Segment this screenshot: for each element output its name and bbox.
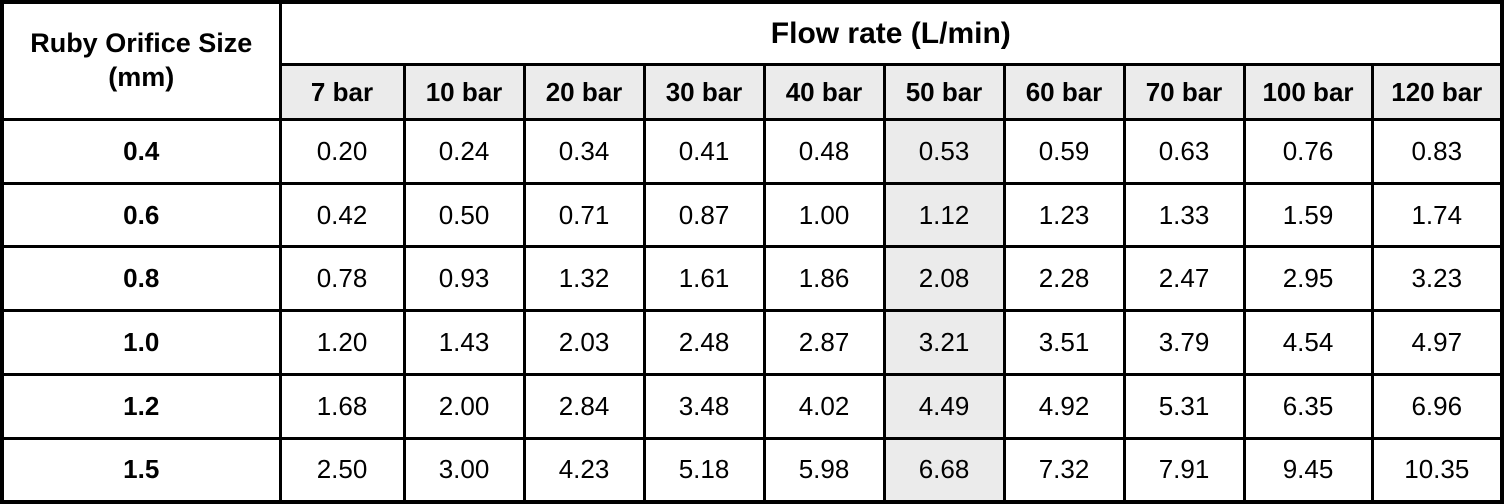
- flow-value-cell: 2.95: [1242, 245, 1374, 313]
- orifice-size-cell: 1.0: [0, 309, 282, 376]
- flow-value-cell: 5.98: [762, 436, 886, 504]
- pressure-header-40bar: 40 bar: [762, 63, 886, 121]
- flow-value-cell: 1.59: [1242, 181, 1374, 249]
- flow-value-cell-highlighted: 4.49: [882, 372, 1006, 440]
- flow-value-cell: 0.87: [642, 181, 766, 249]
- flow-value-cell: 7.91: [1122, 436, 1246, 504]
- flow-value-cell: 3.51: [1002, 309, 1126, 376]
- flow-value-cell: 0.48: [762, 117, 886, 185]
- flow-value-cell: 0.59: [1002, 117, 1126, 185]
- flow-value-cell: 1.68: [278, 372, 406, 440]
- table-row: 1.2 1.68 2.00 2.84 3.48 4.02 4.49 4.92 5…: [0, 372, 1504, 440]
- flow-value-cell: 0.71: [522, 181, 646, 249]
- table-row: 0.8 0.78 0.93 1.32 1.61 1.86 2.08 2.28 2…: [0, 245, 1504, 313]
- flow-value-cell: 0.41: [642, 117, 766, 185]
- flow-value-cell: 2.50: [278, 436, 406, 504]
- flow-value-cell: 2.00: [402, 372, 526, 440]
- pressure-header-10bar: 10 bar: [402, 63, 526, 121]
- flow-value-cell: 3.00: [402, 436, 526, 504]
- table-row: 1.5 2.50 3.00 4.23 5.18 5.98 6.68 7.32 7…: [0, 436, 1504, 504]
- pressure-header-120bar: 120 bar: [1370, 63, 1504, 121]
- flow-value-cell: 0.78: [278, 245, 406, 313]
- corner-header: Ruby Orifice Size (mm): [0, 0, 282, 121]
- flow-value-cell: 4.02: [762, 372, 886, 440]
- pressure-header-70bar: 70 bar: [1122, 63, 1246, 121]
- corner-header-line2: (mm): [108, 61, 175, 92]
- flow-value-cell: 1.23: [1002, 181, 1126, 249]
- table-row: 0.4 0.20 0.24 0.34 0.41 0.48 0.53 0.59 0…: [0, 117, 1504, 185]
- flow-value-cell: 3.23: [1370, 245, 1504, 313]
- flow-value-cell: 0.34: [522, 117, 646, 185]
- flow-value-cell: 2.48: [642, 309, 766, 376]
- flow-value-cell: 2.87: [762, 309, 886, 376]
- flow-value-cell: 3.48: [642, 372, 766, 440]
- flow-value-cell: 5.31: [1122, 372, 1246, 440]
- orifice-size-cell: 1.5: [0, 436, 282, 504]
- pressure-header-20bar: 20 bar: [522, 63, 646, 121]
- flow-value-cell: 1.74: [1370, 181, 1504, 249]
- flow-value-cell: 10.35: [1370, 436, 1504, 504]
- table-header-row: Ruby Orifice Size (mm) Flow rate (L/min): [0, 0, 1504, 121]
- orifice-size-cell: 0.4: [0, 117, 282, 185]
- flow-value-cell: 0.50: [402, 181, 526, 249]
- orifice-size-cell: 0.8: [0, 245, 282, 313]
- flow-value-cell: 4.92: [1002, 372, 1126, 440]
- flow-value-cell: 0.20: [278, 117, 406, 185]
- flow-value-cell: 1.33: [1122, 181, 1246, 249]
- flow-value-cell: 1.32: [522, 245, 646, 313]
- flow-value-cell: 0.24: [402, 117, 526, 185]
- flow-value-cell: 2.47: [1122, 245, 1246, 313]
- flow-value-cell: 2.28: [1002, 245, 1126, 313]
- flow-value-cell: 4.54: [1242, 309, 1374, 376]
- corner-header-line1: Ruby Orifice Size: [30, 28, 253, 59]
- flow-value-cell-highlighted: 0.53: [882, 117, 1006, 185]
- flow-value-cell-highlighted: 3.21: [882, 309, 1006, 376]
- pressure-header-row: 7 bar 10 bar 20 bar 30 bar 40 bar 50 bar…: [2, 63, 1504, 121]
- orifice-size-cell: 1.2: [0, 372, 282, 440]
- table-row: 0.6 0.42 0.50 0.71 0.87 1.00 1.12 1.23 1…: [0, 181, 1504, 249]
- flow-value-cell: 5.18: [642, 436, 766, 504]
- orifice-size-cell: 0.6: [0, 181, 282, 249]
- pressure-header-30bar: 30 bar: [642, 63, 766, 121]
- flow-value-cell: 0.63: [1122, 117, 1246, 185]
- flow-value-cell: 7.32: [1002, 436, 1126, 504]
- flow-value-cell-highlighted: 2.08: [882, 245, 1006, 313]
- flow-value-cell: 0.42: [278, 181, 406, 249]
- flow-value-cell: 0.83: [1370, 117, 1504, 185]
- pressure-header-100bar: 100 bar: [1242, 63, 1374, 121]
- flow-value-cell: 6.96: [1370, 372, 1504, 440]
- pressure-header-60bar: 60 bar: [1002, 63, 1126, 121]
- flow-value-cell: 0.76: [1242, 117, 1374, 185]
- flow-value-cell: 1.86: [762, 245, 886, 313]
- pressure-header-7bar: 7 bar: [278, 63, 406, 121]
- flow-value-cell: 1.00: [762, 181, 886, 249]
- flow-value-cell: 4.97: [1370, 309, 1504, 376]
- flow-value-cell: 2.84: [522, 372, 646, 440]
- flow-value-cell: 1.20: [278, 309, 406, 376]
- flow-value-cell: 1.61: [642, 245, 766, 313]
- pressure-header-50bar: 50 bar: [882, 63, 1006, 121]
- flow-value-cell: 0.93: [402, 245, 526, 313]
- flow-value-cell: 6.35: [1242, 372, 1374, 440]
- table-row: 1.0 1.20 1.43 2.03 2.48 2.87 3.21 3.51 3…: [0, 309, 1504, 376]
- flow-value-cell: 2.03: [522, 309, 646, 376]
- table-title: Flow rate (L/min): [278, 0, 1504, 67]
- flow-value-cell: 1.43: [402, 309, 526, 376]
- flow-value-cell-highlighted: 6.68: [882, 436, 1006, 504]
- flow-value-cell: 4.23: [522, 436, 646, 504]
- flow-value-cell-highlighted: 1.12: [882, 181, 1006, 249]
- flow-value-cell: 3.79: [1122, 309, 1246, 376]
- flow-value-cell: 9.45: [1242, 436, 1374, 504]
